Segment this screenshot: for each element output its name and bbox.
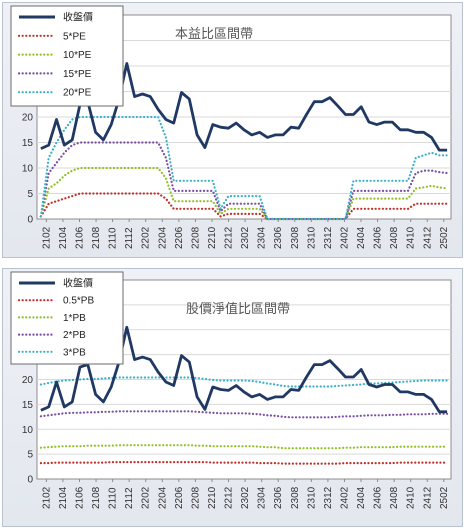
x-tick-label: 2310	[306, 226, 317, 249]
x-tick-label: 2412	[422, 226, 433, 249]
legend-label: 1*PB	[63, 313, 86, 324]
chart-title: 股價淨值比區間帶	[186, 301, 290, 316]
y-tick-label: 10	[22, 164, 34, 175]
legend-label: 15*PE	[63, 69, 92, 80]
legend-label: 3*PB	[63, 347, 86, 358]
y-tick-label: 10	[22, 425, 34, 436]
legend-label: 收盤價	[63, 277, 93, 290]
x-tick-label: 2202	[141, 486, 152, 509]
pb-band-chart-panel: 0510152025303540210221042106210821102112…	[2, 268, 463, 527]
x-tick-label: 2106	[74, 486, 85, 509]
y-tick-label: 15	[22, 138, 34, 149]
x-tick-label: 2312	[323, 226, 334, 249]
x-tick-label: 2212	[224, 486, 235, 509]
x-tick-label: 2402	[339, 486, 350, 509]
x-tick-label: 2310	[306, 486, 317, 509]
series-line-3	[39, 410, 449, 419]
x-tick-label: 2206	[174, 486, 185, 509]
x-tick-label: 2304	[257, 486, 268, 509]
x-tick-label: 2404	[356, 486, 367, 509]
series-line-1	[39, 192, 449, 221]
y-tick-label: 5	[27, 189, 33, 200]
chart-title: 本益比區間帶	[175, 26, 253, 41]
x-tick-label: 2410	[406, 226, 417, 249]
x-tick-label: 2312	[323, 486, 334, 509]
x-tick-label: 2408	[389, 486, 400, 509]
legend-label: 收盤價	[63, 11, 93, 24]
x-tick-label: 2502	[439, 226, 450, 249]
x-tick-label: 2402	[339, 226, 350, 249]
series-line-0	[40, 325, 448, 414]
series-line-4	[39, 376, 449, 388]
x-tick-label: 2102	[41, 486, 52, 509]
x-tick-label: 2306	[273, 226, 284, 249]
legend-label: 20*PE	[63, 88, 92, 99]
x-tick-label: 2110	[108, 227, 119, 249]
legend-label: 5*PE	[63, 31, 86, 42]
x-tick-label: 2206	[174, 226, 185, 249]
pb-band-chart: 0510152025303540210221042106210821102112…	[10, 271, 452, 509]
x-tick-label: 2108	[91, 226, 102, 249]
x-tick-label: 2412	[422, 486, 433, 509]
x-tick-label: 2204	[157, 486, 168, 509]
x-tick-label: 2104	[58, 486, 69, 509]
x-tick-label: 2306	[273, 486, 284, 509]
series-line-3	[39, 141, 449, 221]
x-tick-label: 2408	[389, 226, 400, 249]
series-line-4	[39, 115, 449, 221]
x-tick-label: 2304	[257, 226, 268, 249]
y-tick-label: 15	[22, 400, 34, 411]
x-tick-label: 2102	[41, 226, 52, 249]
x-tick-label: 2204	[157, 226, 168, 249]
x-tick-label: 2308	[290, 226, 301, 249]
x-tick-label: 2106	[74, 226, 85, 249]
x-tick-label: 2212	[224, 226, 235, 249]
x-tick-label: 2112	[124, 487, 135, 509]
x-tick-label: 2406	[373, 486, 384, 509]
x-tick-label: 2208	[190, 486, 201, 509]
x-tick-label: 2302	[240, 226, 251, 249]
x-tick-label: 2108	[91, 486, 102, 509]
x-tick-label: 2410	[406, 486, 417, 509]
legend	[10, 5, 124, 107]
y-tick-label: 20	[22, 113, 34, 124]
legend-label: 0.5*PB	[63, 296, 94, 307]
legend-label: 2*PB	[63, 330, 86, 341]
x-tick-label: 2110	[108, 487, 119, 509]
x-tick-label: 2308	[290, 486, 301, 509]
y-tick-label: 5	[27, 450, 33, 461]
x-tick-label: 2210	[207, 226, 218, 249]
pe-band-chart: 0510152025303540210221042106210821102112…	[10, 5, 452, 249]
x-tick-label: 2112	[124, 227, 135, 249]
series-line-0	[40, 62, 448, 152]
x-tick-label: 2210	[207, 486, 218, 509]
y-tick-label: 20	[22, 375, 34, 386]
x-tick-label: 2502	[439, 486, 450, 509]
x-tick-label: 2406	[373, 226, 384, 249]
y-tick-label: 0	[27, 475, 33, 486]
x-tick-label: 2302	[240, 486, 251, 509]
x-tick-label: 2104	[58, 226, 69, 249]
x-tick-label: 2404	[356, 226, 367, 249]
legend-label: 10*PE	[63, 50, 92, 61]
y-tick-label: 0	[27, 215, 33, 226]
x-tick-label: 2202	[141, 226, 152, 249]
series-line-2	[39, 444, 449, 450]
series-line-1	[39, 461, 449, 465]
pe-band-chart-panel: 0510152025303540210221042106210821102112…	[2, 2, 463, 258]
x-tick-label: 2208	[190, 226, 201, 249]
